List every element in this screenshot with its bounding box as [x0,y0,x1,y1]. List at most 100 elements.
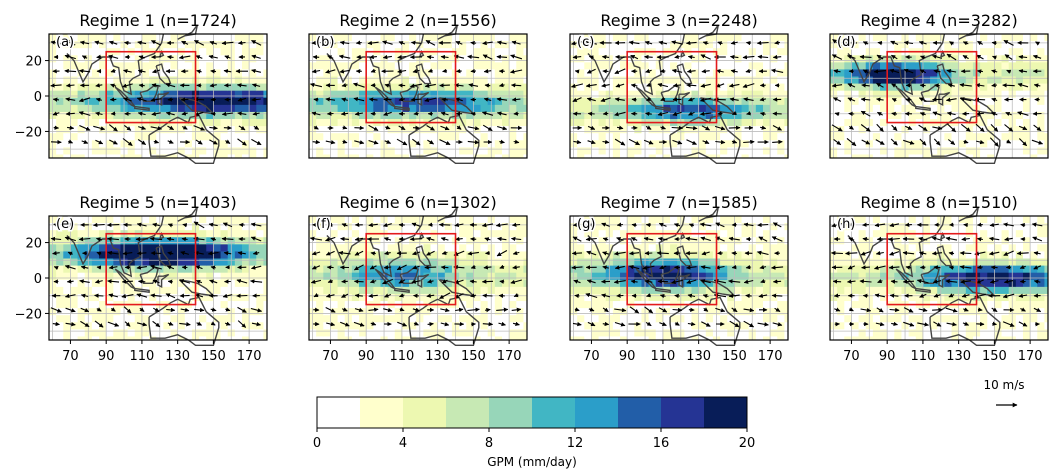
x-tick-label: 110 [911,349,936,364]
colorbar-bin [704,397,748,428]
panel-title: Regime 1 (n=1724) [79,11,236,30]
colorbar-tick-label: 0 [313,436,321,451]
panel-regime-3: Regime 3 (n=2248) (c) [569,11,789,165]
colorbar-bin [489,397,533,428]
region-box [365,50,457,124]
region-box [626,50,718,124]
y-tick-label: −20 [15,307,42,322]
panel-title: Regime 4 (n=3282) [860,11,1017,30]
panel-title: Regime 3 (n=2248) [600,11,757,30]
x-tick-label: 130 [946,349,971,364]
region-box [105,50,197,124]
panel-label: (d) [837,35,855,50]
coastline [847,206,1001,346]
wind-vectors [309,40,523,146]
x-tick-label: 90 [358,349,375,364]
panel-regime-2: Regime 2 (n=1556) (b) [308,11,528,165]
panel-regime-8: Regime 8 (n=1510) (h) 70 90 110 130 150 170 [829,193,1049,364]
quiver-key: 10 m/s [983,378,1025,408]
panel-title: Regime 2 (n=1556) [339,11,496,30]
panel-title: Regime 6 (n=1302) [339,193,496,212]
panel-label: (c) [577,35,594,50]
x-tick-label: 110 [130,349,155,364]
region-box [886,50,978,124]
axes-frame [308,33,528,159]
x-tick-label: 70 [322,349,339,364]
x-tick-label: 70 [62,349,79,364]
colorbar-bin [446,397,490,428]
y-tick-label: 0 [34,90,42,105]
panel-label: (g) [577,217,595,232]
colorbar-tick-label: 4 [399,436,407,451]
x-tick-label: 110 [390,349,415,364]
panel-grid: Regime 1 (n=1724) (a) 20 0 −20 Regime 2 (n=15… [15,11,1049,364]
panel-regime-6: Regime 6 (n=1302) (f) 70 90 110 130 150 170 [308,193,528,364]
panel-regime-1: Regime 1 (n=1724) (a) 20 0 −20 [15,11,268,165]
panel-label: (f) [316,217,331,232]
axes-frame [308,215,528,341]
colorbar-bin [575,397,619,428]
colorbar-bin [661,397,705,428]
x-tick-label: 150 [722,349,747,364]
panel-regime-7: Regime 7 (n=1585) (g) 70 90 110 130 150 170 [569,193,789,364]
wind-vectors [570,40,784,146]
colorbar-bin [317,397,361,428]
wind-vectors [571,222,784,328]
axes-frame [829,215,1049,341]
x-tick-label: 110 [651,349,676,364]
x-tick-label: 130 [165,349,190,364]
colorbar: 0 4 8 12 16 20 GPM (mm/day) [313,396,756,469]
panel-regime-4: Regime 4 (n=3282) (d) [829,11,1049,165]
panel-label: (h) [837,217,855,232]
colorbar-bin [532,397,576,428]
wind-vectors [50,40,262,147]
region-box [626,232,718,306]
x-tick-label: 150 [201,349,226,364]
quiver-key-label: 10 m/s [983,378,1024,392]
colorbar-bin [403,397,447,428]
y-tick-label: 20 [25,237,42,252]
x-tick-label: 70 [843,349,860,364]
gridlines [309,216,528,340]
panel-label: (a) [56,35,74,50]
panel-regime-5: Regime 5 (n=1403) (e) 20 0 −20 70 90 110 130 150 1… [15,193,268,364]
colorbar-tick-label: 16 [653,436,670,451]
panel-title: Regime 5 (n=1403) [79,193,236,212]
colorbar-label: GPM (mm/day) [487,455,577,469]
wind-vectors [309,222,522,327]
x-tick-label: 170 [497,349,522,364]
x-tick-label: 90 [619,349,636,364]
x-tick-label: 170 [237,349,262,364]
colorbar-tick-label: 8 [485,436,493,451]
x-tick-label: 70 [583,349,600,364]
x-tick-label: 90 [879,349,896,364]
colorbar-frame [316,396,748,429]
region-box [105,232,197,306]
region-box [365,232,457,306]
colorbar-bin [360,397,404,428]
panel-title: Regime 7 (n=1585) [600,193,757,212]
wind-vectors [830,222,1043,327]
x-tick-label: 170 [1018,349,1043,364]
axes-frame [829,33,1049,159]
panel-label: (b) [316,35,334,50]
y-tick-label: 20 [25,55,42,70]
y-tick-label: 0 [34,272,42,287]
x-tick-label: 170 [758,349,783,364]
x-tick-label: 150 [982,349,1007,364]
x-tick-label: 150 [461,349,486,364]
x-tick-label: 130 [686,349,711,364]
x-tick-label: 90 [98,349,115,364]
panel-title: Regime 8 (n=1510) [860,193,1017,212]
wind-vectors [831,38,1044,147]
panel-label: (e) [56,217,74,232]
colorbar-bin [618,397,662,428]
colorbar-tick-label: 12 [567,436,584,451]
axes-frame [569,215,789,341]
axes-frame [569,33,789,159]
region-box [886,232,978,306]
x-tick-label: 130 [425,349,450,364]
colorbar-tick-label: 20 [739,436,756,451]
y-tick-label: −20 [15,125,42,140]
